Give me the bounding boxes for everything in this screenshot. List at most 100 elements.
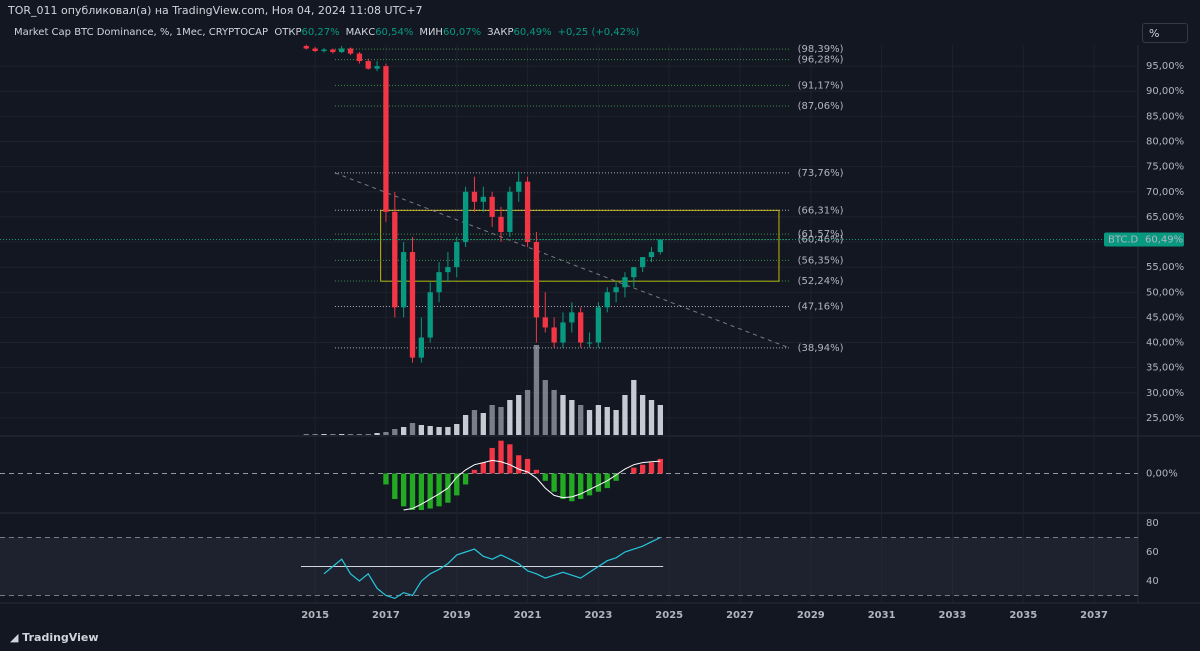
volume-bar (462, 415, 469, 435)
macd-hist (400, 473, 407, 507)
volume-bar (542, 380, 548, 435)
volume-bar (356, 434, 363, 435)
macd-hist (586, 473, 593, 496)
y-tick-label: 60 (1146, 547, 1159, 558)
volume-bar (639, 395, 646, 435)
volume-bar (418, 425, 425, 435)
ohlc-value: 60,49% (513, 27, 552, 38)
candle-body (595, 307, 602, 343)
macd-hist (418, 473, 425, 510)
fib-label: (96,28%) (798, 55, 844, 66)
volume-bar (604, 407, 610, 435)
macd-hist (454, 473, 460, 496)
volume-bar (524, 390, 531, 435)
macd-hist (516, 455, 522, 474)
macd-hist (392, 473, 398, 500)
macd-hist (383, 473, 389, 485)
fib-label: (61,57%) (798, 229, 844, 240)
volume-bar (409, 423, 416, 435)
volume-bar (427, 426, 433, 435)
x-tick-label: 2015 (301, 610, 329, 621)
candle-body (516, 181, 522, 192)
volume-bar (595, 405, 602, 435)
ohlc: ОТКР60,27% МАКС60,54% МИН60,07% ЗАКР60,49% (274, 27, 557, 38)
candle-body (604, 292, 610, 308)
y-tick-label: 70,00% (1146, 187, 1184, 198)
candle-body (427, 292, 433, 338)
candle-body (365, 61, 371, 69)
y-tick-label: 65,00% (1146, 212, 1184, 223)
candle-body (551, 327, 557, 343)
x-tick-label: 2023 (584, 610, 612, 621)
x-tick-label: 2031 (868, 610, 896, 621)
x-tick-label: 2035 (1009, 610, 1037, 621)
scale-button[interactable]: % (1142, 23, 1188, 43)
candle-body (569, 312, 575, 323)
volume-bar (498, 407, 504, 435)
fib-label: (52,24%) (798, 276, 844, 287)
chart: 2015 2017 2019 2021 2023 2025 2027 2029 2031 2033… (0, 44, 1200, 621)
volume-bar (533, 345, 540, 435)
x-tick-label: 2037 (1080, 610, 1108, 621)
ohlc-value: 60,27% (301, 27, 340, 38)
macd-hist (507, 444, 513, 474)
candle-body (374, 66, 380, 69)
candle-body (347, 48, 354, 54)
y-tick-label: 40 (1146, 576, 1159, 587)
y-tick-label: 80 (1146, 518, 1159, 529)
volume-bar (330, 434, 336, 435)
macd-hist (648, 462, 655, 474)
volume-bar (489, 405, 495, 435)
fib-label: (38,94%) (798, 343, 844, 354)
change: +0,25 (+0,42%) (557, 27, 640, 38)
volume-bar (569, 400, 575, 435)
fib-label: (47,16%) (798, 302, 844, 313)
fib-label: (73,76%) (798, 168, 844, 179)
macd-hist (578, 473, 584, 500)
last-price-name: BTC.D (1108, 235, 1139, 246)
volume-bar (631, 380, 637, 435)
candle-body (312, 48, 318, 52)
y-tick-label: 90,00% (1146, 86, 1184, 97)
candle-body (303, 46, 309, 49)
fib-label: (91,17%) (798, 80, 844, 91)
x-tick-label: 2033 (939, 610, 967, 621)
y-tick-label: 25,00% (1146, 413, 1184, 424)
macd-hist (471, 469, 478, 474)
y-tick-label: 55,00% (1146, 262, 1184, 273)
volume-bar (613, 410, 619, 435)
macd-hist (542, 473, 548, 481)
ohlc-label: МИН (419, 27, 443, 38)
y-tick-label: 30,00% (1146, 388, 1184, 399)
macd-hist (436, 473, 442, 507)
candle-body (613, 287, 619, 293)
volume-bar (578, 405, 584, 435)
volume-bar (436, 427, 442, 435)
volume-bar (339, 434, 345, 435)
candle-body (622, 277, 628, 288)
volume-bar (365, 434, 371, 435)
x-tick-label: 2021 (514, 610, 542, 621)
candle-body (356, 53, 363, 62)
y-tick-label: 85,00% (1146, 111, 1184, 122)
last-price-label: 60,49% (1145, 235, 1183, 246)
volume-bar (480, 413, 486, 435)
macd-hist (524, 458, 531, 474)
fib-label: (60,46%) (798, 235, 844, 246)
volume-bar (347, 434, 354, 435)
candle-body (418, 337, 425, 358)
macd-hist (533, 469, 540, 474)
macd-hist (560, 473, 566, 500)
fib-label: (98,39%) (798, 44, 844, 55)
ohlc-value: 60,07% (442, 27, 482, 38)
x-tick-label: 2019 (443, 610, 471, 621)
macd-hist (480, 462, 486, 474)
candle-body (639, 257, 646, 268)
macd-hist (462, 473, 469, 485)
y-tick-label: 35,00% (1146, 363, 1184, 374)
zone (380, 209, 780, 282)
volume-bar (321, 434, 327, 435)
y-tick-label: 95,00% (1146, 61, 1184, 72)
fib-label: (56,35%) (798, 255, 844, 266)
candle-body (400, 252, 407, 308)
